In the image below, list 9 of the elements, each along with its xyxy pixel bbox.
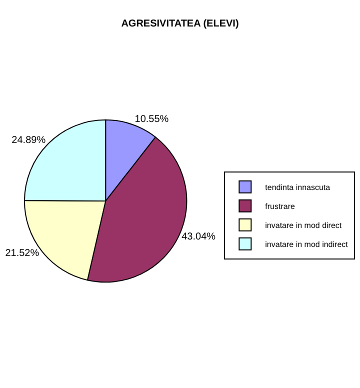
legend-label: invatare in mod direct xyxy=(265,220,342,230)
legend-label: tendinta innascuta xyxy=(265,182,331,192)
data-label: 43.04% xyxy=(182,231,216,242)
data-label: 10.55% xyxy=(134,114,169,125)
legend-label: frustrare xyxy=(265,202,296,211)
chart-title: AGRESIVITATEA (ELEVI) xyxy=(121,18,239,30)
data-label: 21.52% xyxy=(5,248,40,259)
legend-label: invatare in mod indirect xyxy=(265,240,349,249)
data-label: 24.89% xyxy=(12,135,46,146)
